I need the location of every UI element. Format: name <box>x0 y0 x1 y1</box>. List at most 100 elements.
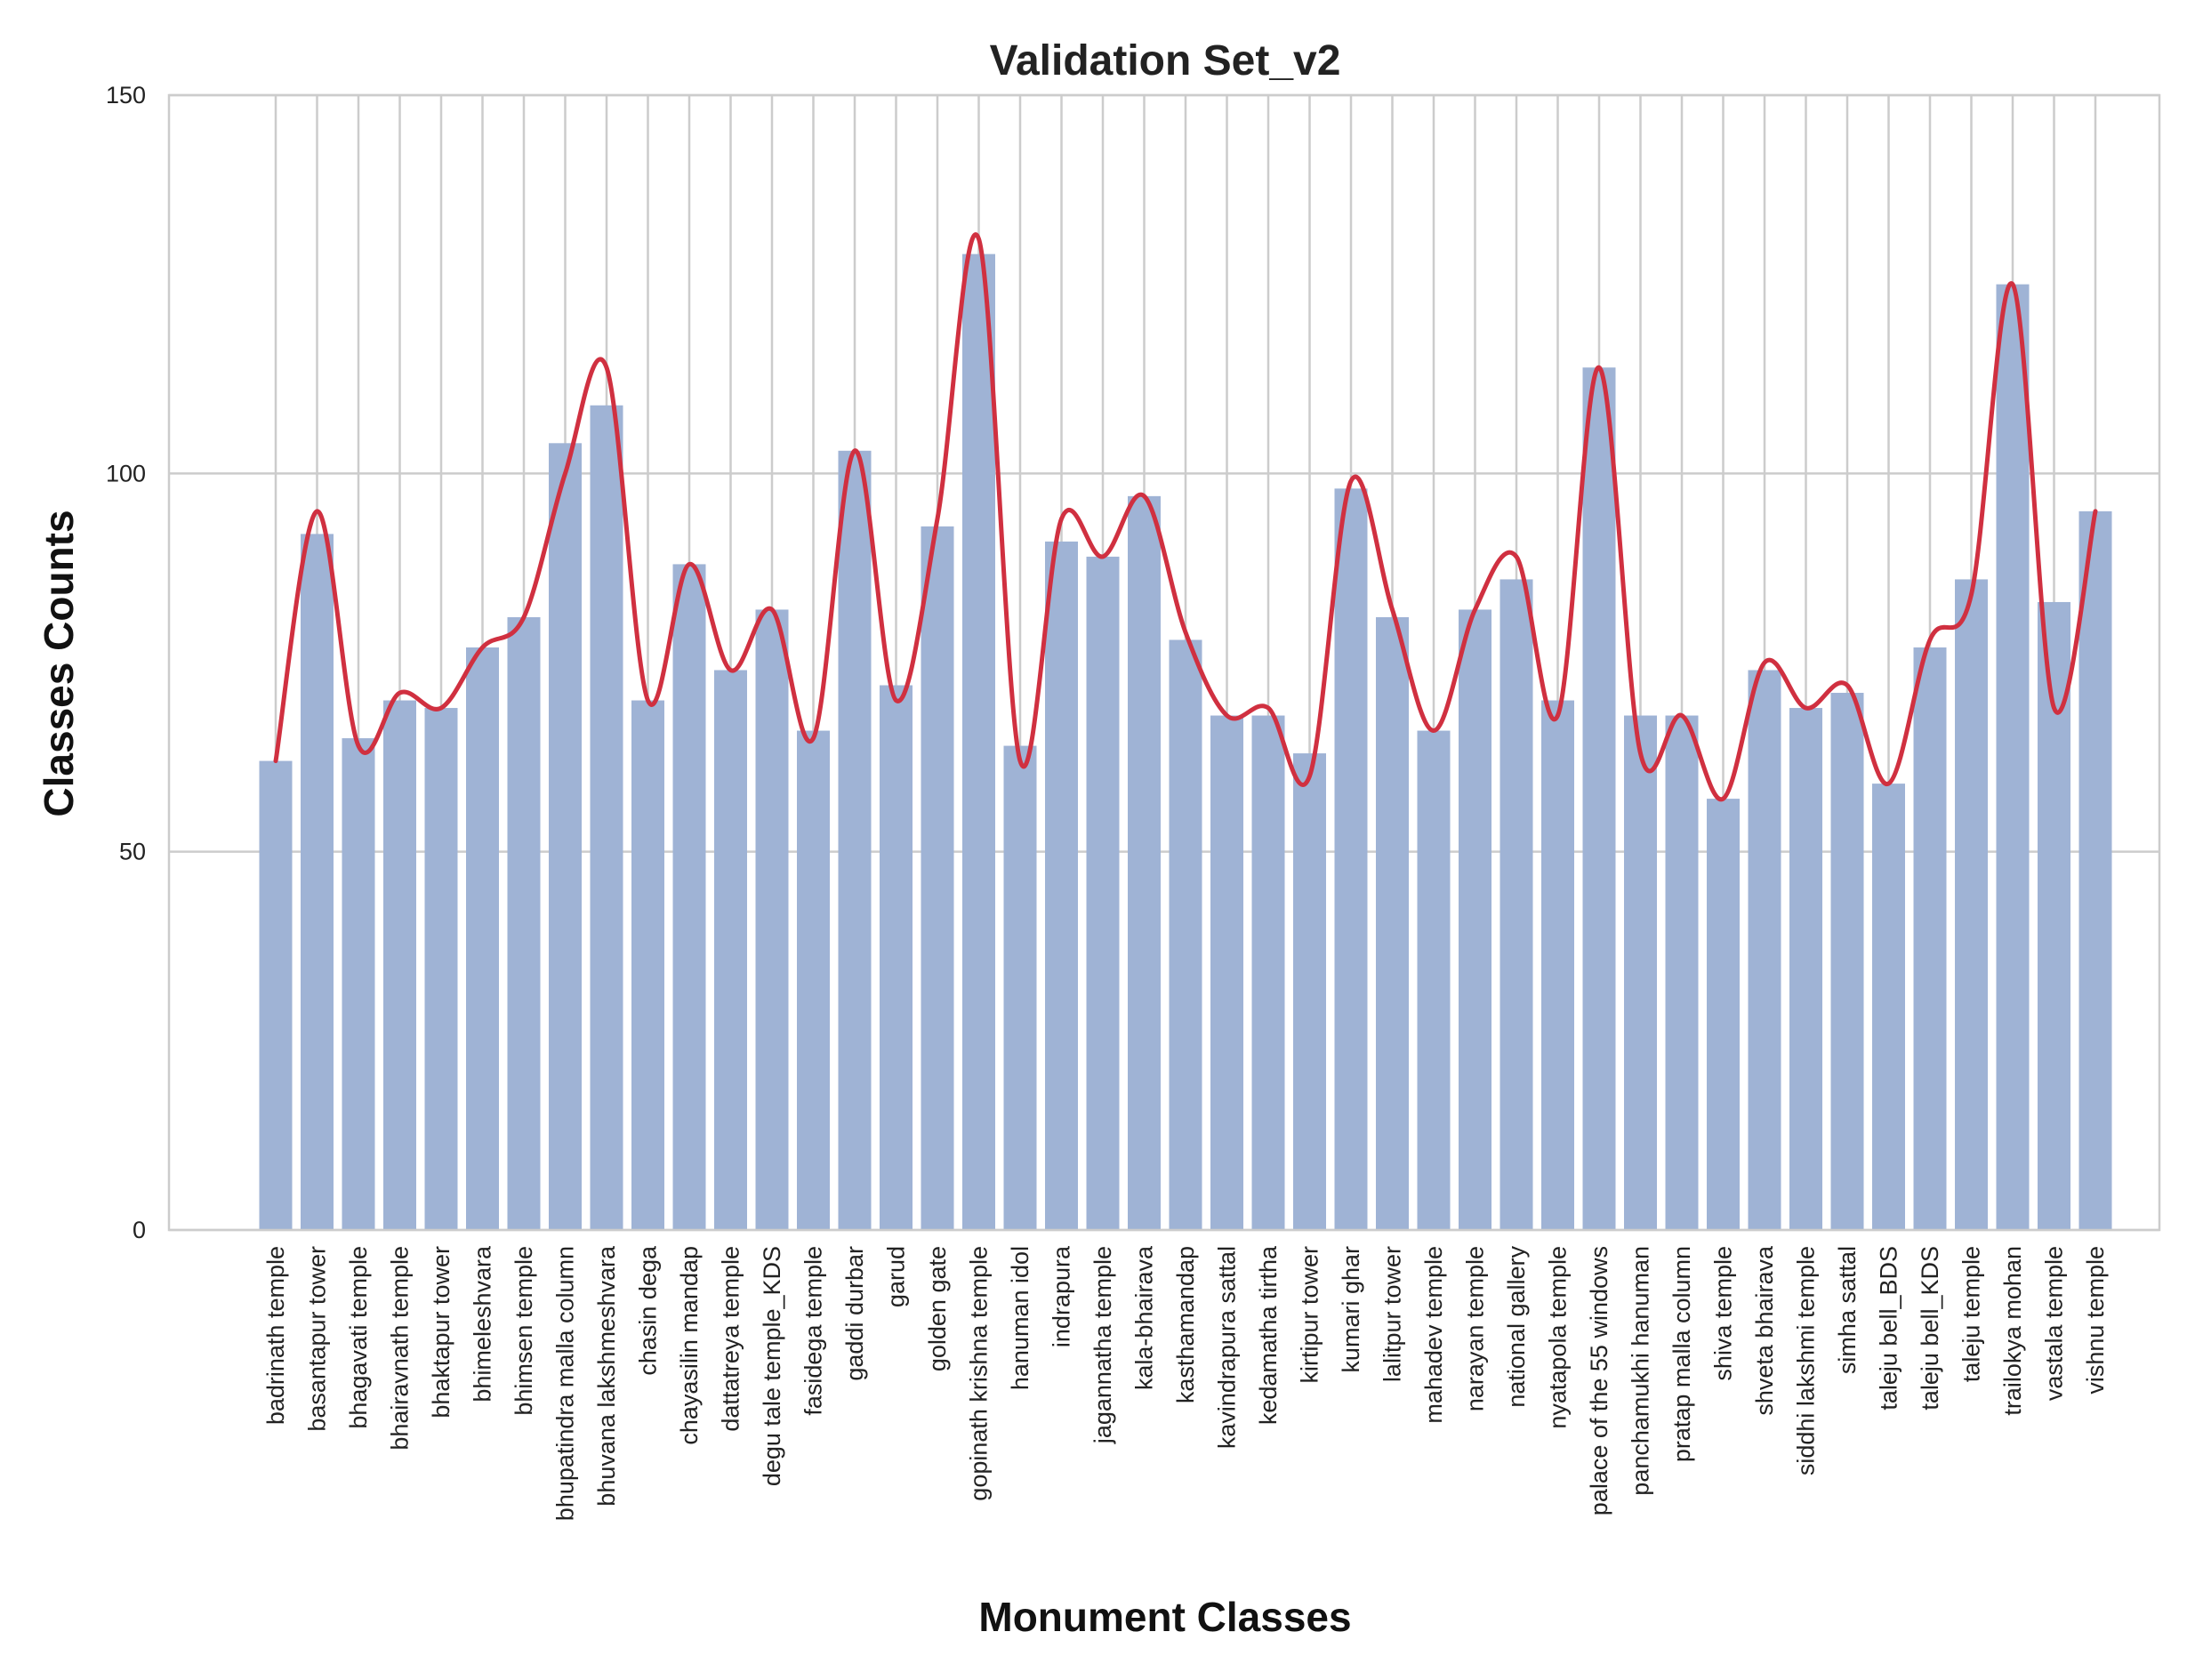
bar <box>1913 647 1947 1230</box>
bar <box>1293 753 1326 1230</box>
plot-frame <box>167 93 2161 1232</box>
bar <box>755 609 789 1230</box>
x-axis-label: Monument Classes <box>978 1594 1351 1640</box>
x-tick-label: bhairavnath temple <box>387 1246 414 1451</box>
bar <box>507 616 541 1230</box>
x-tick-label: taleju bell_KDS <box>1917 1246 1943 1411</box>
bar <box>797 730 830 1230</box>
x-axis-ticks: badrinath temple basantapur tower bhagavat… <box>262 1245 2109 1521</box>
y-tick-label: 50 <box>119 839 146 865</box>
bar <box>921 526 954 1230</box>
bar <box>1003 745 1037 1230</box>
chart-title: Validation Set_v2 <box>990 37 1341 84</box>
x-tick-label: golden gate <box>924 1246 951 1371</box>
bar <box>1417 730 1451 1230</box>
bar <box>1872 784 1905 1230</box>
bar <box>383 700 416 1230</box>
x-tick-label: hanuman idol <box>1007 1246 1033 1390</box>
bar <box>1748 670 1781 1230</box>
y-axis-ticks: 0 50 100 150 <box>106 82 146 1243</box>
x-tick-label: taleju bell_BDS <box>1876 1246 1902 1411</box>
bar <box>1459 609 1491 1230</box>
x-tick-label: kumari ghar <box>1338 1246 1364 1373</box>
bar <box>1707 799 1740 1230</box>
x-tick-label: chasin dega <box>635 1245 662 1376</box>
x-tick-label: chayasilin mandap <box>676 1246 703 1445</box>
bar <box>342 738 375 1230</box>
bar <box>1334 488 1368 1230</box>
bar <box>466 647 499 1230</box>
bar <box>1045 541 1078 1230</box>
x-tick-label: kavindrapura sattal <box>1214 1246 1241 1449</box>
x-tick-label: trailokya mohan <box>1999 1246 2026 1416</box>
x-tick-label: narayan temple <box>1462 1246 1489 1411</box>
x-tick-label: badrinath temple <box>262 1246 289 1425</box>
x-tick-label: fasidega temple <box>800 1246 827 1416</box>
y-tick-label: 0 <box>133 1217 146 1243</box>
x-tick-label: kedamatha tirtha <box>1255 1245 1282 1425</box>
x-tick-label: panchamukhi hanuman <box>1628 1246 1654 1496</box>
bar <box>672 564 706 1230</box>
x-tick-label: nyatapola temple <box>1545 1246 1572 1429</box>
x-tick-label: jagannatha temple <box>1089 1246 1116 1444</box>
x-tick-label: degu tale temple_KDS <box>759 1246 785 1486</box>
bar <box>1500 579 1533 1230</box>
x-tick-label: kala-bhairava <box>1131 1245 1158 1390</box>
x-tick-label: bhupatindra malla column <box>552 1246 579 1521</box>
x-tick-label: pratap malla column <box>1668 1246 1695 1462</box>
bar <box>714 670 747 1230</box>
x-tick-label: lalitpur tower <box>1379 1246 1406 1382</box>
x-tick-label: indrapura <box>1049 1245 1075 1347</box>
x-tick-label: gaddi durbar <box>841 1246 868 1381</box>
bar <box>631 700 664 1230</box>
bar <box>1624 715 1657 1230</box>
y-axis-label: Classes Counts <box>36 510 82 816</box>
x-tick-label: vastala temple <box>2041 1246 2068 1401</box>
x-tick-label: garud <box>883 1246 910 1307</box>
bar <box>1582 367 1616 1230</box>
x-tick-label: dattatreya temple <box>718 1246 744 1432</box>
x-tick-label: bhimsen temple <box>511 1246 537 1416</box>
bar <box>1955 579 1988 1230</box>
bar <box>1665 715 1699 1230</box>
x-tick-label: bhuvana lakshmeshvara <box>593 1245 620 1507</box>
bar <box>962 253 995 1230</box>
x-tick-label: siddhi lakshmi temple <box>1793 1246 1820 1475</box>
x-tick-label: basantapur tower <box>304 1246 331 1432</box>
x-tick-label: bhimeleshvara <box>470 1245 496 1403</box>
x-tick-label: taleju temple <box>1958 1246 1985 1382</box>
bar <box>590 405 623 1231</box>
bar <box>1128 495 1161 1230</box>
x-tick-label: palace of the 55 windows <box>1586 1246 1612 1515</box>
x-tick-label: vishnu temple <box>2082 1246 2109 1395</box>
bar <box>880 685 913 1230</box>
bar <box>1169 639 1202 1230</box>
x-tick-label: kirtipur tower <box>1297 1246 1323 1384</box>
x-tick-label: national gallery <box>1503 1246 1530 1408</box>
x-tick-label: gopinath krishna temple <box>966 1246 993 1501</box>
bar <box>1376 616 1409 1230</box>
bar <box>2078 510 2112 1230</box>
bar <box>1996 284 2030 1231</box>
bar <box>1251 715 1285 1230</box>
bar <box>1541 700 1574 1230</box>
x-tick-label: kasthamandap <box>1172 1246 1199 1403</box>
bar <box>1789 708 1822 1230</box>
y-tick-label: 100 <box>106 460 146 486</box>
bar <box>1210 715 1243 1230</box>
x-tick-label: bhaktapur tower <box>428 1246 454 1419</box>
x-tick-label: mahadev temple <box>1420 1246 1447 1424</box>
x-tick-label: shiva temple <box>1710 1246 1737 1381</box>
bar <box>259 760 293 1230</box>
x-tick-label: bhagavati temple <box>345 1246 372 1429</box>
x-tick-label: shveta bhairava <box>1751 1245 1778 1416</box>
bar <box>1830 693 1864 1230</box>
y-tick-label: 150 <box>106 82 146 109</box>
bar <box>301 534 334 1230</box>
bar <box>838 450 872 1230</box>
bar <box>549 443 582 1231</box>
bar <box>424 708 458 1230</box>
bars <box>259 253 2112 1231</box>
x-tick-label: simha sattal <box>1834 1246 1861 1374</box>
